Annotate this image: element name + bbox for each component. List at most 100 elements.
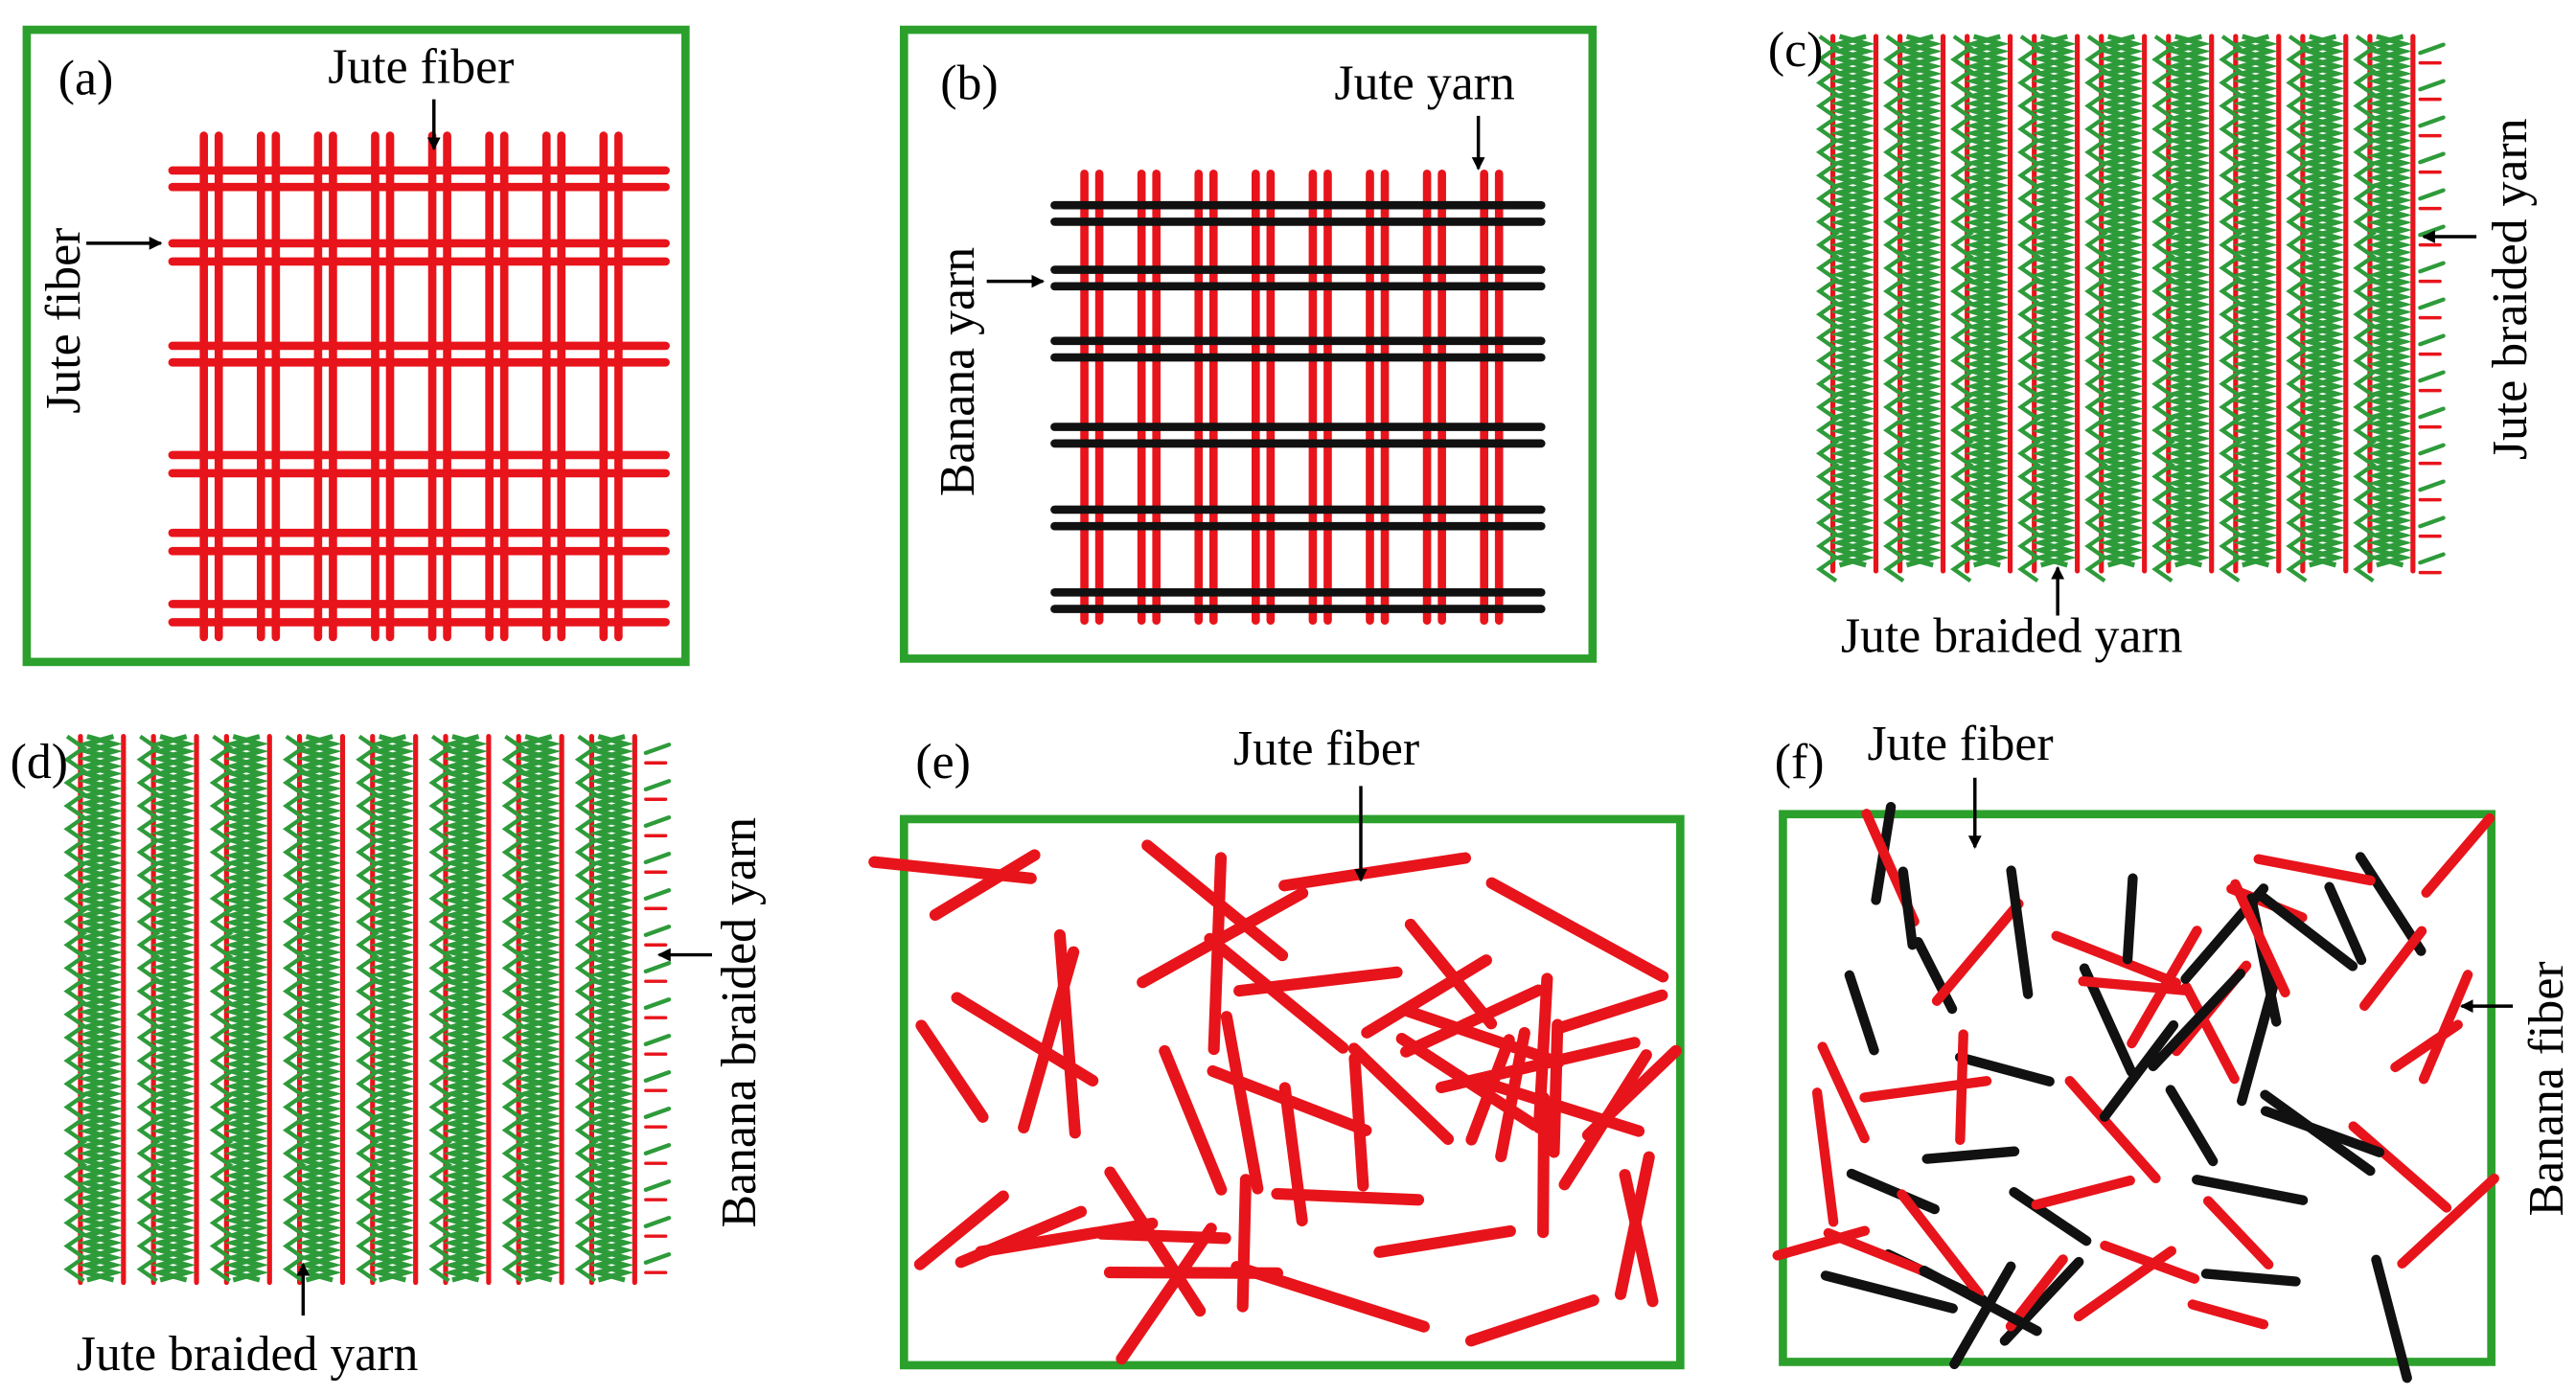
braid-fringe [2418, 42, 2446, 56]
jute-fiber [1485, 877, 1669, 983]
jute-fiber [2359, 926, 2427, 1011]
banana-fiber [2192, 1175, 2309, 1205]
braided-yarn [2353, 34, 2378, 583]
braided-yarn [2286, 34, 2311, 583]
banana-fiber [2006, 865, 2034, 999]
panel-a-label-top: Jute fiber [328, 39, 514, 94]
banana-fiber [2148, 968, 2246, 1072]
jute-fiber [1137, 887, 1309, 989]
braid-fringe [2418, 261, 2446, 274]
banana-fiber [2260, 1106, 2385, 1157]
braided-yarn [501, 734, 526, 1283]
banana-fiber [2165, 1085, 2219, 1167]
braided-yarn [588, 734, 634, 1283]
jute-fiber [1931, 899, 2024, 1006]
braided-yarn [136, 734, 161, 1283]
braid-fringe [2418, 406, 2446, 420]
banana-fiber [2355, 852, 2426, 956]
jute-fiber [2005, 1254, 2068, 1332]
jute-fiber [2073, 1246, 2177, 1322]
panel-f-label-side: Banana fiber [2519, 961, 2574, 1216]
banana-fiber [2099, 1019, 2179, 1122]
panel-e-label-top: Jute fiber [1233, 721, 1419, 776]
jute-fiber [2064, 1075, 2161, 1183]
banana-fiber [2200, 1269, 2301, 1287]
braid-fringe [2418, 515, 2446, 529]
braided-yarn [296, 734, 342, 1283]
braided-yarn [2099, 34, 2144, 568]
jute-fiber [2253, 854, 2376, 886]
banana-fiber [1999, 1256, 2084, 1346]
braided-yarn [1897, 34, 1943, 568]
panel-frame [1779, 810, 2496, 1366]
jute-fiber [1811, 1087, 1839, 1227]
banana-fiber [1954, 1052, 2055, 1086]
jute-fiber [1116, 1223, 1217, 1365]
braided-yarn [78, 734, 124, 1283]
panel-b-tag: (b) [940, 57, 998, 111]
banana-fiber [1898, 866, 1918, 950]
jute-fiber [1233, 966, 1403, 997]
panel-f: (f) Jute fiber Banana fiber [1775, 717, 2574, 1217]
jute-fiber [2348, 1121, 2452, 1213]
jute-fiber [2418, 970, 2473, 1085]
jute-fiber [1220, 1011, 1264, 1195]
jute-fiber [1548, 1018, 1564, 1158]
braided-yarn [443, 734, 489, 1283]
braid-fringe [2418, 479, 2446, 492]
jute-fiber [2421, 812, 2496, 898]
panel-d-tag: (d) [11, 735, 68, 789]
banana-fiber [1846, 1168, 1941, 1215]
braided-yarn [2084, 34, 2108, 583]
panel-b-label-top: Jute yarn [1334, 57, 1515, 111]
braid-fringe [643, 961, 672, 974]
braided-yarn [2367, 34, 2413, 568]
braided-yarn [370, 734, 415, 1283]
braid-fringe [643, 1034, 672, 1046]
braid-fringe [643, 1070, 672, 1083]
jute-fiber [1614, 1151, 1655, 1300]
jute-fiber [929, 849, 1041, 922]
jute-fiber [1955, 1029, 1968, 1146]
braid-fringe [2418, 224, 2446, 238]
jute-fiber [954, 1205, 1088, 1269]
braid-fringe [2418, 443, 2446, 456]
banana-fiber [1913, 937, 1958, 1015]
banana-fiber [1844, 970, 1879, 1056]
braided-yarn [2219, 34, 2243, 583]
panel-b-label-side: Banana yarn [931, 247, 985, 496]
jute-fiber [1404, 918, 1498, 1030]
jute-fiber [2202, 1196, 2274, 1270]
panel-a-tag: (a) [58, 51, 114, 105]
braid-fringe [2418, 79, 2446, 92]
braided-yarn [1829, 34, 1875, 568]
panel-a-label-side: Jute fiber [36, 228, 91, 414]
braid-fringe [643, 743, 672, 756]
jute-fiber [913, 1190, 1009, 1270]
panel-c-tag: (c) [1768, 23, 1823, 78]
braid-fringe [2418, 151, 2446, 165]
jute-fiber [1400, 984, 1545, 1058]
braided-yarn [356, 734, 380, 1283]
braided-yarn [1815, 34, 1840, 583]
jute-fiber [1373, 1224, 1516, 1258]
braided-yarn [209, 734, 234, 1283]
panel-a: (a) Jute fiber Jute fiber [36, 39, 514, 413]
braid-fringe [643, 1179, 672, 1192]
jute-fiber [1619, 1169, 1659, 1308]
braided-yarn [223, 734, 269, 1283]
jute-fiber [868, 856, 1037, 884]
braided-yarn [1965, 34, 2010, 568]
panel-d-label-bottom: Jute braided yarn [77, 1327, 419, 1382]
braid-fringe [2418, 333, 2446, 347]
jute-fiber [2230, 879, 2290, 998]
braided-yarn [2151, 34, 2176, 583]
jute-fiber [1581, 1044, 1682, 1141]
jute-fiber [1823, 1227, 1924, 1274]
panel-b: (b) Jute yarn Banana yarn [931, 57, 1515, 497]
braided-yarn [2233, 34, 2278, 568]
braid-fringe [2418, 115, 2446, 128]
panel-d-label-side: Banana braided yarn [712, 817, 767, 1228]
jute-fiber [1230, 1261, 1430, 1333]
braid-fringe [2418, 552, 2446, 565]
